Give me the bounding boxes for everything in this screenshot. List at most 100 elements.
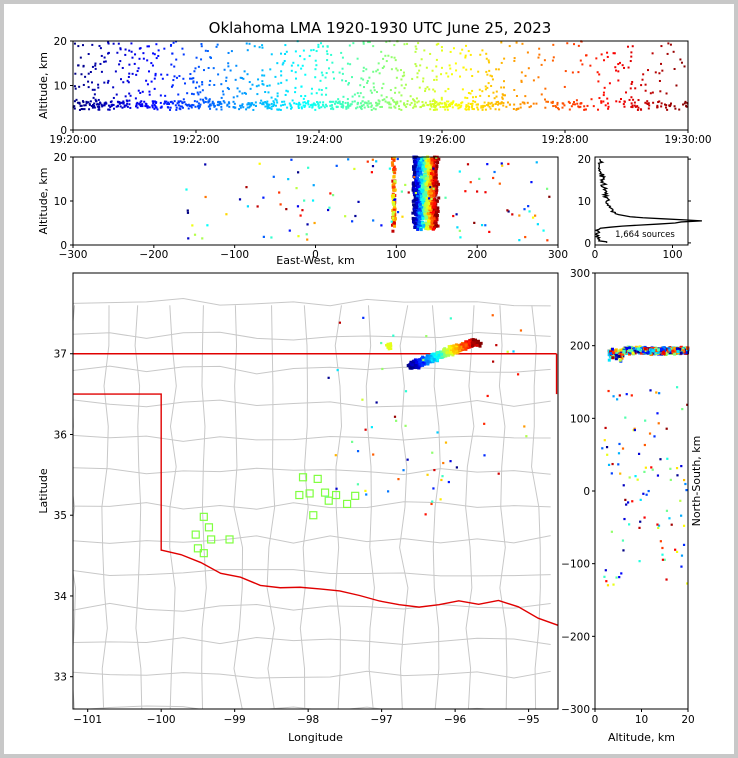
time-altitude-point (172, 79, 175, 82)
time-altitude-point (612, 52, 615, 55)
north-south-point (680, 464, 683, 468)
histogram-ytick-label: 10 (578, 196, 591, 208)
time-altitude-point (311, 106, 314, 109)
time-altitude-point (435, 65, 438, 68)
time-altitude-point (322, 45, 325, 48)
map-point (449, 460, 452, 463)
east-west-point (427, 202, 431, 206)
north-south-point (628, 346, 632, 350)
east-west-point (279, 203, 282, 206)
time-altitude-point (623, 66, 626, 69)
time-altitude-point (197, 65, 200, 68)
north-south-point (655, 348, 659, 352)
east-west-point (256, 205, 259, 208)
east-west-point (429, 172, 433, 176)
east-west-point (436, 161, 440, 165)
time-altitude-point (452, 101, 455, 104)
time-altitude-point (73, 105, 76, 108)
time-altitude-point (153, 103, 156, 106)
east-west-point (187, 237, 190, 240)
map-point (495, 344, 498, 347)
time-altitude-point (202, 69, 205, 72)
time-altitude-point (502, 104, 505, 107)
north-south-point (666, 457, 669, 460)
time-altitude-point (378, 72, 381, 75)
time-altitude-xtick-label: 19:20:00 (49, 134, 96, 146)
time-altitude-point (236, 95, 239, 98)
time-altitude-point (264, 101, 267, 104)
time-altitude-point (567, 100, 570, 103)
time-altitude-point (93, 93, 96, 96)
time-altitude-point (155, 101, 158, 104)
time-altitude-point (369, 102, 372, 105)
time-altitude-point (324, 76, 327, 79)
time-altitude-point (356, 57, 359, 60)
time-altitude-point (317, 104, 320, 107)
time-altitude-point (330, 107, 333, 110)
time-altitude-point (367, 100, 370, 103)
county-line (266, 305, 276, 709)
time-altitude-point (487, 102, 490, 105)
time-altitude-point (117, 101, 120, 104)
north-south-point (629, 346, 633, 350)
time-altitude-point (314, 76, 317, 79)
time-altitude-point (317, 45, 320, 48)
east-west-point (414, 160, 418, 164)
east-west-point (372, 219, 375, 222)
time-altitude-point (286, 106, 289, 109)
time-altitude-point (121, 106, 124, 109)
time-altitude-point (428, 88, 431, 91)
north-south-point (614, 353, 618, 357)
time-altitude-point (393, 56, 396, 59)
east-west-point (535, 161, 538, 164)
time-altitude-point (630, 96, 633, 99)
east-west-point (415, 197, 419, 201)
time-altitude-point (261, 44, 264, 47)
north-south-point (643, 516, 646, 519)
time-altitude-point (664, 106, 667, 109)
north-south-point (619, 472, 622, 475)
time-altitude-point (199, 103, 202, 106)
time-altitude-point (590, 98, 593, 101)
east-west-point (296, 171, 300, 174)
time-altitude-point (370, 91, 373, 94)
time-altitude-point (177, 101, 180, 104)
time-altitude-point (129, 106, 132, 109)
north-south-point (618, 576, 621, 579)
east-west-point (392, 210, 396, 214)
time-altitude-point (164, 94, 167, 97)
north-south-point (679, 499, 682, 502)
east-west-ylabel: Altitude, km (37, 167, 50, 234)
map-point (435, 351, 439, 355)
county-line (73, 297, 551, 307)
east-west-point (246, 205, 250, 208)
map-point (437, 353, 441, 357)
time-altitude-point (189, 77, 192, 80)
time-altitude-point (602, 100, 605, 103)
time-altitude-point (288, 102, 291, 105)
north-south-point (656, 523, 659, 526)
east-west-point (511, 213, 514, 216)
east-west-point (424, 166, 428, 170)
map-point (440, 352, 444, 356)
time-altitude-point (103, 103, 106, 106)
east-west-point (421, 168, 425, 172)
time-altitude-point (124, 95, 127, 98)
time-altitude-point (435, 108, 438, 111)
time-altitude-point (107, 104, 110, 107)
map-point (415, 360, 419, 364)
time-altitude-point (192, 93, 195, 96)
east-west-point (432, 167, 435, 170)
north-south-point (603, 439, 606, 442)
time-altitude-point (103, 104, 106, 107)
time-altitude-point (248, 81, 251, 84)
east-west-point (546, 239, 549, 242)
time-altitude-point (429, 52, 432, 55)
time-altitude-point (344, 101, 347, 104)
time-altitude-point (246, 106, 249, 109)
map-point (356, 483, 360, 486)
time-altitude-point (629, 87, 632, 90)
east-west-point (523, 208, 526, 211)
time-altitude-point (262, 101, 265, 104)
time-altitude-point (142, 52, 145, 55)
